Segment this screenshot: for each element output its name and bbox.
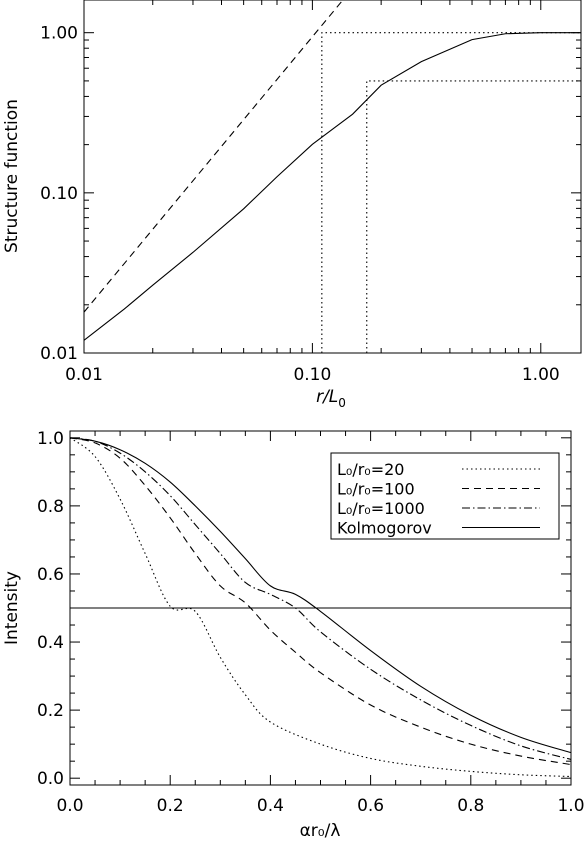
legend-label: L₀/r₀=100 <box>337 480 415 499</box>
series-line-dotted <box>69 437 572 778</box>
y-axis-label: Intensity <box>2 571 22 645</box>
y-tick-label: 0.4 <box>37 633 64 653</box>
plot-frame <box>69 430 572 786</box>
series-line-dotted-3 <box>366 80 581 353</box>
y-axis-label: Structure function <box>2 99 22 253</box>
y-tick-label: 0.2 <box>37 701 64 721</box>
x-tick-label: 1.0 <box>557 796 584 816</box>
series-line-dashed <box>69 437 572 766</box>
x-tick-label: 0.10 <box>293 365 331 385</box>
legend-label: Kolmogorov <box>337 519 432 538</box>
y-tick-label: 0.01 <box>40 344 78 364</box>
x-axis-label: αr₀/λ <box>300 821 341 841</box>
legend-box <box>330 452 560 540</box>
plot-frame <box>83 0 582 354</box>
intensity-chart: 0.0 0.2 0.4 0.6 0.8 1.0 0.0 0.2 0.4 0.6 0.8 1.0 L₀/… <box>2 429 585 841</box>
y-tick-label: 0.6 <box>37 565 64 585</box>
structure-function-chart: 0.01 0.10 1.00 0.01 0.10 1.00 Structure funct… <box>2 0 582 410</box>
x-tick-label: 0.6 <box>357 796 384 816</box>
series-line-solid-0 <box>83 32 581 341</box>
x-tick-label: 0.2 <box>157 796 184 816</box>
x-axis-label-main: r/L <box>316 387 338 407</box>
x-tick-label: 0.0 <box>56 796 83 816</box>
x-tick-label: 1.00 <box>522 365 560 385</box>
x-axis-label: r/L0 <box>316 387 346 410</box>
legend-label: L₀/r₀=1000 <box>337 499 425 518</box>
legend-label: L₀/r₀=20 <box>337 460 404 479</box>
x-tick-label: 0.4 <box>257 796 284 816</box>
series-line-dotted-2 <box>321 32 581 353</box>
y-tick-label: 0.8 <box>37 497 64 517</box>
y-tick-label: 0.0 <box>37 769 64 789</box>
x-tick-label: 0.01 <box>65 365 103 385</box>
y-tick-label: 0.10 <box>40 184 78 204</box>
series-line-dashed-1 <box>83 0 344 313</box>
series-line-dashdot <box>69 437 572 761</box>
x-axis-label-subscript: 0 <box>338 396 346 410</box>
y-tick-label: 1.00 <box>40 24 78 44</box>
y-tick-label: 1.0 <box>37 429 64 449</box>
series-line-solid <box>69 437 572 754</box>
x-tick-label: 0.8 <box>457 796 484 816</box>
